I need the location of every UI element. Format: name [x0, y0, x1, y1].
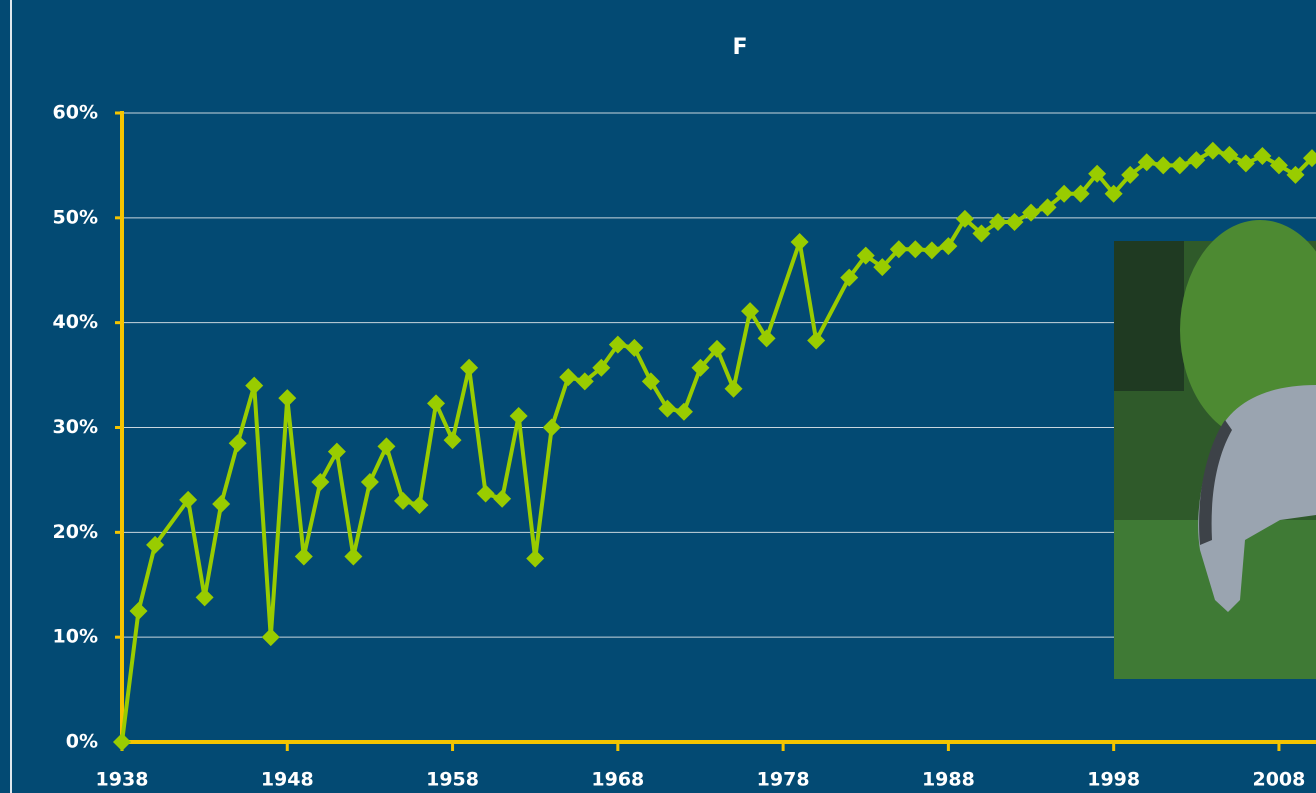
x-tick-label: 1938 [96, 769, 149, 791]
x-tick-label: 1958 [426, 769, 479, 791]
photo-shade [1114, 241, 1184, 391]
chart-title: F [732, 35, 747, 60]
photo [1114, 220, 1316, 679]
x-tick-label: 1978 [757, 769, 810, 791]
x-tick-label: 1998 [1087, 769, 1140, 791]
y-tick-label: 30% [53, 416, 98, 438]
y-tick-label: 20% [53, 521, 98, 543]
x-tick-label: 2008 [1252, 769, 1305, 791]
x-tick-label: 1948 [261, 769, 314, 791]
y-tick-label: 0% [66, 731, 98, 753]
y-tick-label: 60% [53, 102, 98, 124]
y-tick-label: 50% [53, 206, 98, 228]
chart: F 0% 10% 20% 30% 40% 50% 60% 1938 1948 1958 1968 19… [0, 0, 1316, 793]
x-tick-label: 1988 [922, 769, 975, 791]
x-tick-label: 1968 [591, 769, 644, 791]
y-tick-label: 10% [53, 626, 98, 648]
y-tick-label: 40% [53, 311, 98, 333]
